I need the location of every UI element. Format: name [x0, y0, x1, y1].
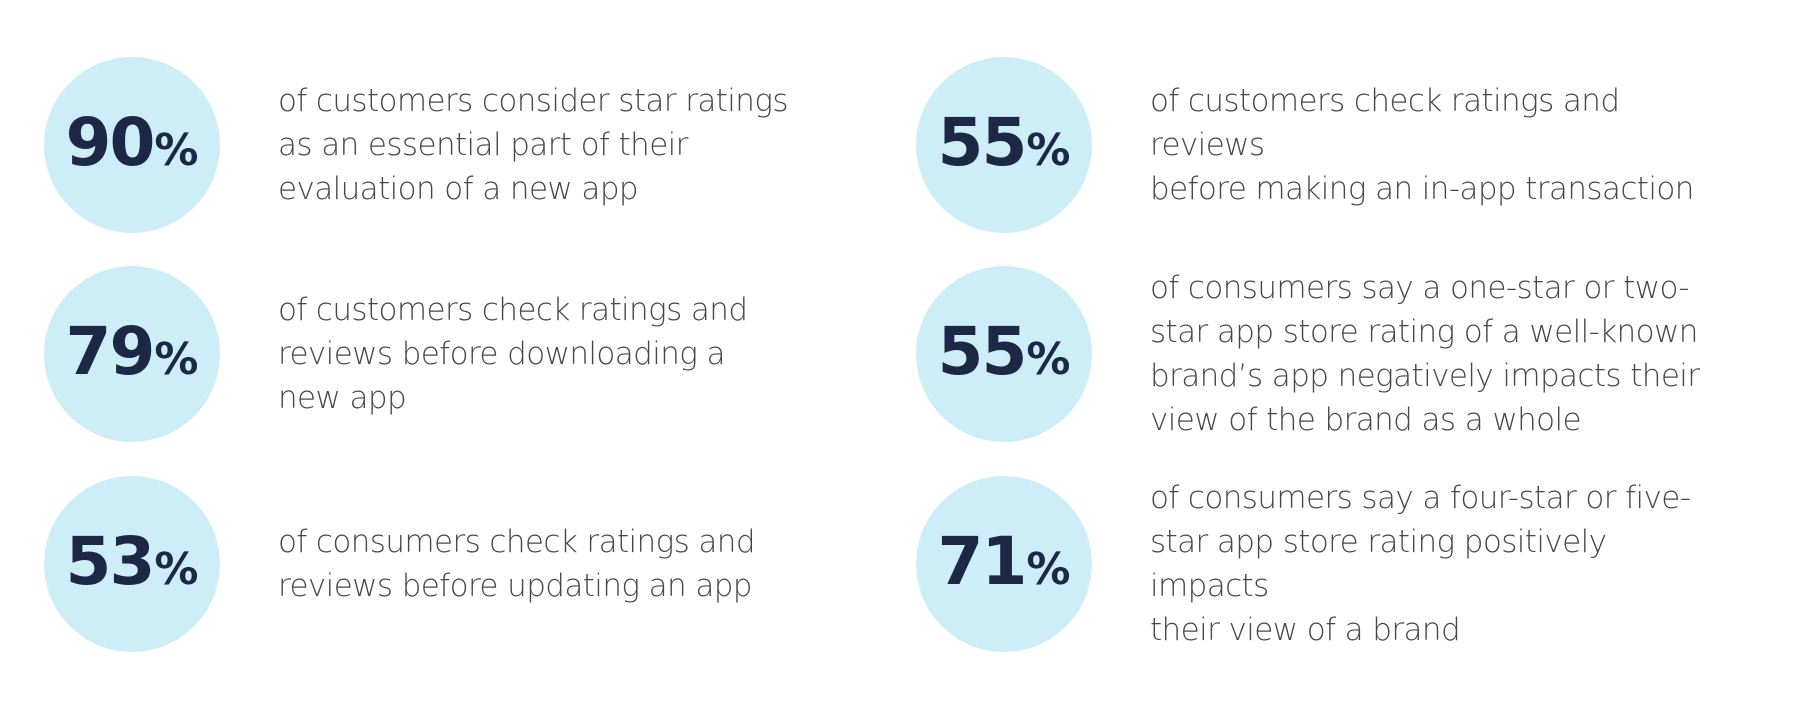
- stat-value: 55: [937, 104, 1028, 181]
- stat-item: 71% of consumers say a four-star or five…: [916, 476, 1736, 656]
- stat-percentage: 53%: [66, 529, 199, 595]
- stat-circle: 53%: [44, 476, 220, 652]
- stat-value: 79: [65, 313, 156, 390]
- percent-sign: %: [154, 125, 199, 176]
- stat-item: 55% of customers check ratings and revie…: [916, 57, 1736, 237]
- stat-percentage: 55%: [938, 319, 1071, 385]
- stat-item: 90% of customers consider star ratings a…: [44, 57, 864, 237]
- stat-item: 79% of customers check ratings and revie…: [44, 266, 864, 446]
- stat-description: of consumers say a one-star or two- star…: [1150, 270, 1700, 438]
- stat-circle: 55%: [916, 57, 1092, 233]
- stat-value: 71: [937, 523, 1028, 600]
- stat-description: of customers check ratings and reviews b…: [278, 292, 748, 416]
- stat-description: of consumers say a four-star or five- st…: [1150, 480, 1691, 648]
- stat-percentage: 79%: [66, 319, 199, 385]
- stat-item: 53% of consumers check ratings and revie…: [44, 476, 864, 656]
- percent-sign: %: [1026, 125, 1071, 176]
- stat-value: 55: [937, 313, 1028, 390]
- stat-description: of customers check ratings and reviews b…: [1150, 83, 1694, 207]
- stat-percentage: 90%: [66, 110, 199, 176]
- stat-circle: 55%: [916, 266, 1092, 442]
- percent-sign: %: [1026, 334, 1071, 385]
- stat-circle: 71%: [916, 476, 1092, 652]
- stat-description: of consumers check ratings and reviews b…: [278, 524, 756, 604]
- stat-circle: 79%: [44, 266, 220, 442]
- stat-percentage: 55%: [938, 110, 1071, 176]
- stat-value: 90: [65, 104, 156, 181]
- percent-sign: %: [1026, 544, 1071, 595]
- stat-value: 53: [65, 523, 156, 600]
- percent-sign: %: [154, 334, 199, 385]
- stat-description: of customers consider star ratings as an…: [278, 83, 789, 207]
- percent-sign: %: [154, 544, 199, 595]
- stat-percentage: 71%: [938, 529, 1071, 595]
- stat-circle: 90%: [44, 57, 220, 233]
- stat-item: 55% of consumers say a one-star or two- …: [916, 266, 1736, 446]
